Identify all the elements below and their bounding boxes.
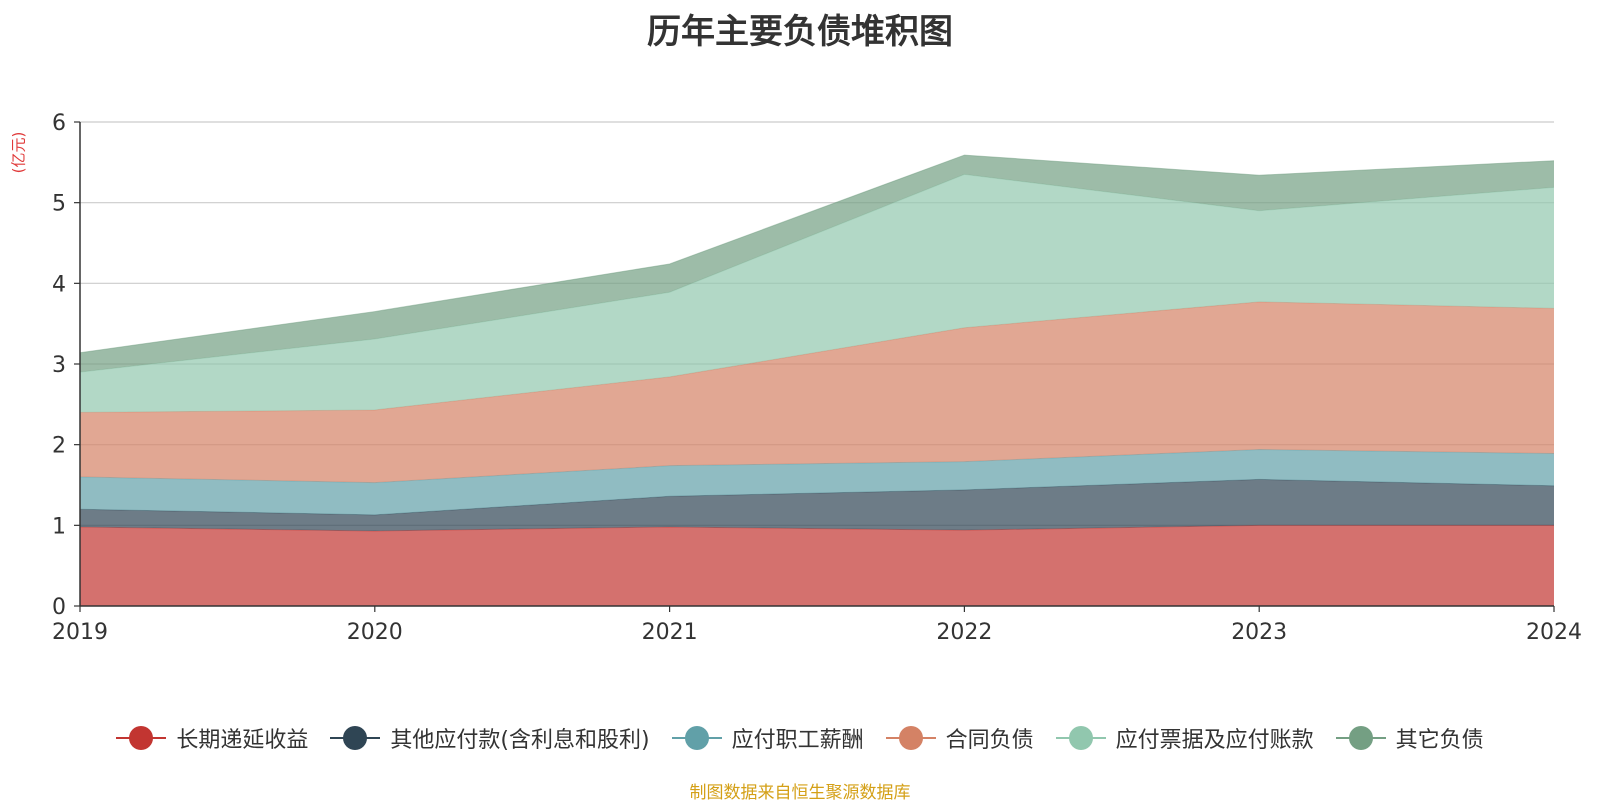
y-tick-label: 3 — [52, 353, 66, 378]
legend-marker-icon — [116, 726, 167, 750]
y-tick-label: 5 — [52, 192, 66, 217]
legend-label: 应付职工薪酬 — [731, 728, 864, 753]
legend: 长期递延收益 其他应付款(含利息和股利) 应付职工薪酬 合同负债 应付票据及应付账款 其它… — [0, 722, 1600, 754]
legend-marker-icon — [1055, 726, 1106, 750]
area-series-1[interactable] — [80, 479, 1554, 531]
x-tick-label: 2019 — [52, 620, 108, 645]
legend-label: 应付票据及应付账款 — [1115, 728, 1314, 753]
source-note: 制图数据来自恒生聚源数据库 — [689, 783, 911, 803]
area-series-2[interactable] — [80, 449, 1554, 515]
y-tick-label: 1 — [52, 514, 66, 539]
legend-item-0[interactable]: 长期递延收益 — [116, 722, 308, 754]
x-tick-label: 2022 — [936, 620, 992, 645]
legend-marker-icon — [885, 726, 936, 750]
x-tick-label: 2023 — [1231, 620, 1287, 645]
data-point[interactable] — [961, 152, 967, 158]
area-series-4[interactable] — [80, 174, 1554, 413]
area-series-3[interactable] — [80, 301, 1554, 483]
x-tick-label: 2020 — [347, 620, 403, 645]
y-tick-label: 0 — [52, 595, 66, 620]
legend-label: 长期递延收益 — [176, 728, 309, 753]
legend-item-4[interactable]: 应付票据及应付账款 — [1055, 722, 1314, 754]
data-point[interactable] — [1256, 172, 1262, 178]
legend-item-1[interactable]: 其他应付款(含利息和股利) — [330, 722, 650, 754]
chart-title: 历年主要负债堆积图 — [647, 12, 953, 52]
y-tick-label: 6 — [52, 111, 66, 136]
legend-item-5[interactable]: 其它负债 — [1335, 722, 1484, 754]
legend-item-3[interactable]: 合同负债 — [885, 722, 1034, 754]
legend-marker-icon — [1335, 726, 1386, 750]
series-line-5 — [79, 154, 1555, 354]
data-point[interactable] — [372, 309, 378, 315]
legend-label: 合同负债 — [945, 728, 1034, 753]
area-series-0[interactable] — [80, 525, 1554, 606]
x-tick-label: 2024 — [1526, 620, 1582, 645]
legend-marker-icon — [330, 726, 381, 750]
legend-marker-icon — [671, 726, 722, 750]
y-tick-label: 4 — [52, 272, 66, 297]
legend-item-2[interactable]: 应付职工薪酬 — [671, 722, 864, 754]
stacked-area-chart: 0 1 2 3 4 5 6 2019 2020 2021 2022 2023 2024 — [52, 111, 1582, 645]
area-series-5[interactable] — [80, 155, 1554, 373]
data-point[interactable] — [1551, 158, 1557, 164]
legend-label: 其它负债 — [1395, 728, 1484, 753]
x-tick-label: 2021 — [642, 620, 698, 645]
y-tick-label: 2 — [52, 434, 66, 459]
legend-label: 其他应付款(含利息和股利) — [390, 728, 650, 753]
data-point[interactable] — [667, 261, 673, 267]
